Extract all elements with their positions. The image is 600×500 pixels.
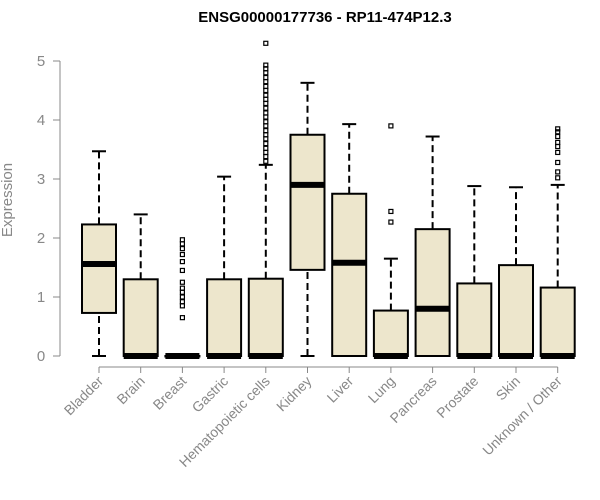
- outlier-point: [555, 159, 561, 166]
- outlier-point: [179, 294, 185, 300]
- y-tick-label: 1: [37, 289, 45, 306]
- outlier-point: [179, 246, 185, 252]
- outlier-point: [263, 79, 269, 85]
- x-tick-label: Prostate: [433, 373, 481, 421]
- outlier-point: [555, 169, 561, 175]
- chart-title: ENSG00000177736 - RP11-474P12.3: [198, 9, 452, 26]
- iqr-box: [414, 228, 451, 357]
- y-tick-label: 2: [37, 230, 45, 247]
- y-tick-label: 4: [37, 112, 45, 129]
- outlier-point: [179, 289, 185, 295]
- outlier-point: [263, 119, 269, 125]
- outlier-point: [179, 285, 185, 291]
- outlier-point: [263, 87, 269, 94]
- outlier-point: [388, 123, 394, 129]
- box-prostate: [456, 185, 493, 359]
- x-tick-label: Kidney: [273, 373, 315, 415]
- box-liver: [331, 123, 368, 357]
- outlier-point: [263, 123, 269, 129]
- box-gastric: [206, 175, 243, 359]
- box-series: [81, 40, 576, 359]
- outlier-point: [263, 96, 269, 102]
- iqr-box: [206, 278, 243, 357]
- y-axis-label: Expression: [0, 163, 16, 237]
- outlier-point: [179, 315, 185, 321]
- outlier-point: [555, 149, 561, 156]
- iqr-box: [372, 309, 409, 358]
- outlier-point: [263, 141, 269, 147]
- outlier-point: [388, 219, 394, 225]
- outlier-point: [179, 279, 185, 285]
- outlier-point: [263, 83, 269, 89]
- outlier-point: [388, 208, 394, 215]
- x-tick-label: Skin: [493, 373, 524, 404]
- outlier-point: [555, 175, 561, 181]
- x-tick-label: Lung: [365, 373, 398, 406]
- outlier-point: [179, 299, 185, 305]
- outlier-point: [263, 128, 269, 134]
- outlier-point: [263, 145, 269, 151]
- outlier-point: [179, 303, 185, 309]
- outlier-point: [263, 40, 269, 46]
- y-tick-label: 5: [37, 53, 45, 70]
- y-tick-label: 0: [37, 348, 45, 365]
- outlier-point: [263, 74, 269, 81]
- outlier-point: [263, 132, 269, 138]
- outlier-point: [263, 92, 269, 98]
- box-kidney: [289, 81, 326, 357]
- iqr-box: [81, 223, 117, 314]
- outlier-point: [263, 105, 269, 111]
- iqr-box: [122, 278, 159, 357]
- box-lung: [372, 123, 409, 359]
- iqr-box: [331, 192, 368, 357]
- iqr-box: [456, 282, 493, 357]
- y-axis: 0 1 2 3 4 5: [37, 53, 61, 365]
- iqr-box: [289, 133, 326, 271]
- outlier-point: [555, 139, 561, 146]
- outlier-point: [263, 70, 269, 76]
- box-brain: [122, 213, 159, 359]
- box-bladder: [81, 150, 117, 357]
- outlier-point: [555, 133, 561, 140]
- outlier-point: [179, 251, 185, 258]
- outlier-point: [555, 129, 561, 135]
- outlier-point: [263, 62, 269, 68]
- iqr-box: [539, 286, 576, 357]
- x-tick-label: Bladder: [61, 373, 107, 419]
- box-pancreas: [414, 135, 451, 357]
- outlier-point: [263, 114, 269, 120]
- box-skin: [498, 186, 534, 359]
- box-hematopoietic-cells: [247, 40, 284, 359]
- outlier-point: [555, 143, 561, 150]
- y-tick-label: 3: [37, 171, 45, 188]
- outlier-point: [263, 136, 269, 142]
- outlier-point: [179, 259, 185, 265]
- x-tick-label: Breast: [150, 373, 190, 413]
- outlier-point: [179, 241, 185, 247]
- outlier-point: [555, 126, 561, 132]
- box-unknown-other: [539, 126, 576, 359]
- outlier-point: [179, 237, 185, 243]
- outlier-point: [263, 100, 269, 107]
- outlier-point: [263, 110, 269, 116]
- box-breast: [164, 237, 201, 359]
- x-tick-label: Liver: [324, 373, 357, 406]
- iqr-box: [247, 277, 284, 357]
- outlier-point: [263, 158, 269, 164]
- x-tick-label: Unknown / Other: [479, 373, 565, 459]
- x-tick-label: Brain: [113, 373, 147, 407]
- outlier-point: [263, 149, 269, 156]
- iqr-box: [498, 264, 534, 358]
- outlier-point: [179, 267, 185, 274]
- outlier-point: [263, 153, 269, 160]
